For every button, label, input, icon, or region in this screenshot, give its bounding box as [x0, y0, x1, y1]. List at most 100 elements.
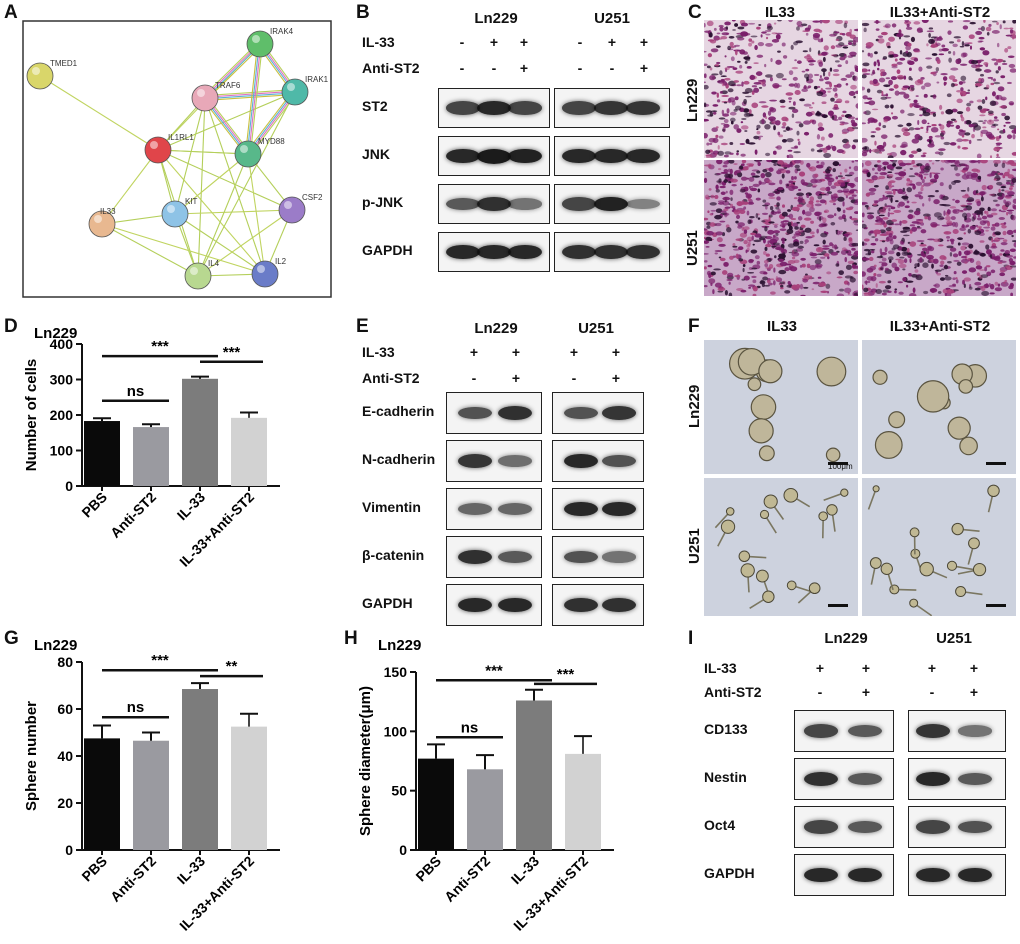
stained-cell [799, 283, 804, 290]
stained-cell [1001, 112, 1006, 117]
stained-cell [873, 185, 879, 188]
stained-cell [746, 66, 752, 69]
stained-cell [745, 138, 750, 144]
stained-cell [844, 174, 853, 177]
stained-cell [944, 274, 949, 277]
stained-cell [764, 63, 767, 68]
stained-cell [891, 219, 898, 222]
stained-cell [901, 241, 904, 244]
stained-cell [906, 178, 911, 182]
stained-cell [941, 268, 945, 271]
sign-anti: + [861, 684, 871, 700]
stained-cell [907, 112, 915, 117]
stained-cell [824, 192, 830, 196]
stained-cell [918, 174, 921, 178]
stained-cell [839, 56, 846, 61]
sign-anti: - [609, 60, 615, 76]
stained-cell [899, 256, 905, 259]
bar [182, 689, 218, 850]
stained-cell [973, 125, 982, 131]
stained-cell [810, 256, 818, 259]
micrograph [704, 160, 858, 296]
blot-strip [908, 806, 1006, 848]
stained-cell [908, 67, 912, 71]
stained-cell [721, 90, 728, 95]
stained-cell [823, 45, 829, 51]
stained-cell [1005, 121, 1011, 124]
stained-cell [993, 81, 1001, 85]
y-tick-label: 0 [65, 842, 73, 858]
stained-cell [770, 57, 773, 63]
blot-band [594, 148, 628, 164]
stained-cell [894, 223, 900, 226]
stained-cell [704, 63, 708, 66]
stained-cell [792, 250, 795, 254]
stained-cell [968, 123, 974, 128]
stained-cell [906, 200, 910, 204]
stained-cell [894, 58, 898, 62]
y-tick-label: 20 [57, 795, 73, 811]
stained-cell [862, 95, 868, 100]
stained-cell [746, 210, 750, 216]
cell-body [951, 522, 964, 536]
stained-cell [736, 84, 742, 87]
stained-cell [825, 168, 831, 174]
stained-cell [768, 182, 776, 186]
stained-cell [707, 163, 712, 169]
stained-cell [921, 119, 927, 125]
stained-cell [1013, 127, 1016, 133]
stained-cell [977, 27, 983, 30]
significance-label: ns [127, 699, 145, 716]
stained-cell [953, 259, 960, 262]
stained-cell [793, 151, 801, 154]
stained-cell [745, 95, 752, 98]
stained-cell [923, 290, 929, 295]
network-node: KIT [161, 197, 198, 228]
stained-cell [850, 217, 858, 221]
blot-band [602, 597, 636, 613]
stained-cell [964, 193, 969, 197]
stained-cell [786, 233, 789, 236]
stained-cell [950, 118, 956, 121]
stained-cell [711, 73, 719, 76]
stained-cell [845, 74, 853, 78]
stained-cell [853, 165, 858, 172]
cell-body [725, 507, 735, 516]
cell-body [840, 488, 849, 497]
stained-cell [965, 164, 970, 170]
stained-cell [822, 245, 830, 247]
stained-cell [810, 148, 815, 152]
stained-cell [968, 34, 975, 40]
stained-cell [723, 119, 729, 124]
sphere [816, 356, 847, 387]
stained-cell [704, 102, 707, 108]
blot-strip [554, 136, 670, 176]
stained-cell [812, 20, 821, 23]
stained-cell [793, 41, 799, 46]
stained-cell [881, 262, 888, 267]
stained-cell [895, 176, 903, 181]
stained-cell [974, 249, 978, 253]
stained-cell [1008, 285, 1014, 290]
stained-cell [992, 20, 998, 23]
blot-band [564, 597, 598, 613]
stained-cell [964, 132, 971, 136]
stained-cell [980, 160, 988, 164]
stained-cell [873, 264, 877, 268]
stained-cell [839, 172, 842, 175]
stained-cell [746, 163, 755, 166]
blot-strip [554, 88, 670, 128]
stained-cell [1007, 168, 1011, 174]
stained-cell [955, 279, 959, 284]
stained-cell [792, 101, 796, 106]
stained-cell [707, 53, 713, 58]
stained-cell [826, 173, 830, 176]
stained-cell [946, 239, 950, 242]
stained-cell [796, 221, 800, 224]
stained-cell [905, 284, 909, 288]
stained-cell [987, 110, 994, 114]
stained-cell [838, 116, 843, 121]
stained-cell [821, 250, 827, 254]
stained-cell [772, 191, 780, 194]
